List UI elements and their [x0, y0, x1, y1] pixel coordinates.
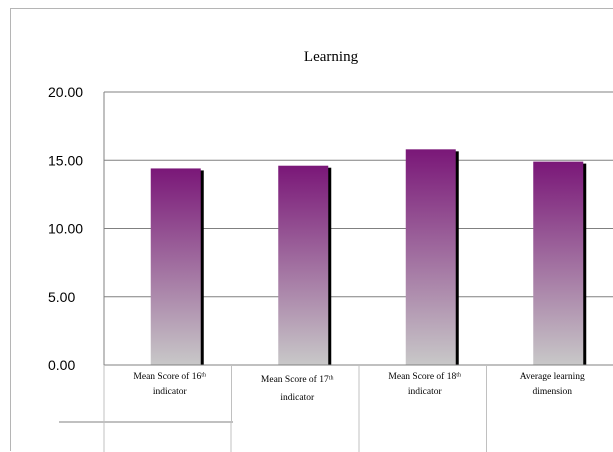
category-label: indicator: [153, 387, 188, 397]
category-label: Mean Score of 17ᵗʰ: [261, 374, 334, 385]
category-label: indicator: [280, 393, 315, 403]
y-tick-label: 5.00: [48, 289, 75, 305]
category-labels: Mean Score of 16ᵗʰ indicator Mean Score of…: [59, 364, 613, 452]
category-label: Mean Score of 18ᵗʰ: [388, 371, 461, 382]
category-label: Mean Score of 16ᵗʰ: [133, 371, 206, 382]
bar: [150, 168, 201, 365]
y-tick-label: 15.00: [48, 152, 83, 168]
category-label: dimension: [532, 387, 572, 397]
bar: [278, 165, 329, 365]
bars: [150, 149, 587, 365]
y-tick-label: 0.00: [48, 357, 75, 373]
category-label: Average learning: [520, 372, 585, 382]
category-label: indicator: [408, 387, 443, 397]
bar-chart: Learning 0.00 5.00 10.00 15.00 20.00 Mean Sc…: [48, 49, 613, 452]
bar: [405, 149, 456, 365]
y-tick-label: 20.00: [48, 84, 83, 100]
chart-area: Learning 0.00 5.00 10.00 15.00 20.00 Mean Sc…: [10, 8, 613, 452]
y-axis-tick-labels: 0.00 5.00 10.00 15.00 20.00: [48, 84, 83, 373]
chart-title: Learning: [304, 49, 359, 65]
bar: [533, 161, 584, 365]
y-tick-label: 10.00: [48, 221, 83, 237]
